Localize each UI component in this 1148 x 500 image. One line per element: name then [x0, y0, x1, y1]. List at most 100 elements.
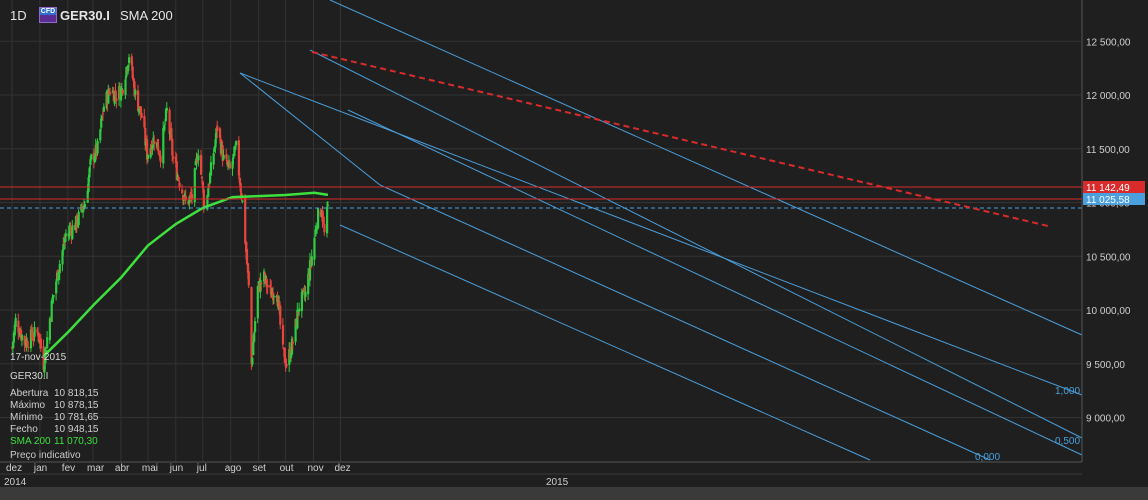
price-tick-label: 10 000,00 — [1086, 306, 1131, 317]
candle-body — [99, 129, 102, 141]
candle-body — [144, 128, 147, 145]
candle-body — [69, 228, 72, 230]
channel-line — [239, 72, 381, 186]
channel-line — [339, 224, 871, 461]
candle-body — [241, 200, 244, 202]
candle-body — [326, 207, 329, 234]
candle-body — [127, 65, 130, 72]
candle-body — [283, 348, 286, 363]
candle-body — [140, 113, 143, 118]
candle-body — [266, 285, 269, 288]
channel-level-label: 0,500 — [1055, 436, 1080, 447]
chart-grid — [0, 0, 1082, 462]
info-panel-symbol: GER30.I — [10, 371, 49, 382]
candle-body — [269, 284, 272, 288]
candle-body — [51, 297, 54, 304]
indicator-label[interactable]: SMA 200 — [120, 8, 173, 23]
candle-body — [77, 211, 80, 226]
candle-body — [208, 185, 211, 187]
candle-body — [164, 109, 168, 121]
candle-body — [253, 332, 256, 342]
month-tick-label: abr — [115, 463, 130, 474]
candle-body — [278, 301, 281, 308]
candle-body — [109, 92, 112, 95]
year-tick-label: 2015 — [546, 477, 569, 488]
candle-body — [162, 127, 165, 164]
candle-body — [120, 87, 123, 91]
candle-body — [225, 154, 228, 158]
candle-body — [256, 286, 259, 319]
candle-body — [159, 155, 162, 163]
candle-body — [182, 195, 185, 201]
candle-body — [75, 215, 78, 228]
candle-body — [46, 337, 49, 348]
price-tag-label: 11 142,49 — [1086, 183, 1130, 194]
channel-line — [347, 109, 1083, 456]
month-tick-label: jul — [196, 463, 207, 474]
month-tick-label: mai — [142, 463, 158, 474]
candle-body — [191, 194, 194, 199]
symbol-label[interactable]: GER30.I — [60, 8, 110, 23]
candle-body — [23, 335, 26, 345]
candle-body — [307, 273, 310, 295]
candle-body — [201, 181, 204, 189]
price-tick-label: 9 500,00 — [1086, 360, 1125, 371]
candle-body — [216, 125, 219, 132]
info-row-high: Máximo 10 878,15 — [10, 400, 99, 411]
candle-body — [26, 340, 29, 347]
candle-body — [251, 357, 254, 365]
candle-body — [43, 365, 46, 373]
candle-body — [174, 156, 177, 163]
candle-body — [194, 161, 197, 166]
candle-body — [232, 153, 235, 159]
channel-level-label: 0,000 — [975, 452, 1000, 463]
candle-body — [17, 320, 20, 333]
candle-body — [45, 350, 48, 352]
price-tick-label: 11 500,00 — [1086, 145, 1130, 156]
channel-line — [309, 49, 1083, 439]
candle-body — [64, 238, 67, 243]
month-tick-label: ago — [225, 463, 242, 474]
candle-body — [50, 300, 53, 322]
candle-body — [130, 56, 133, 65]
candle-body — [281, 325, 285, 345]
candle-body — [30, 327, 33, 338]
candle-body — [124, 79, 127, 96]
candle-body — [149, 148, 152, 158]
candle-body — [108, 91, 111, 93]
candle-body — [27, 346, 30, 348]
candle-body — [291, 341, 294, 344]
candle-body — [121, 89, 124, 94]
candle-body — [247, 271, 250, 286]
candle-body — [82, 209, 85, 213]
candle-body — [157, 150, 160, 155]
candle-body — [172, 156, 175, 159]
candle-body — [151, 146, 154, 150]
timeframe-label[interactable]: 1D — [10, 8, 27, 23]
candle-body — [252, 342, 255, 356]
candle-body — [181, 189, 184, 193]
candle-body — [89, 158, 92, 165]
candle-body — [300, 292, 303, 312]
candle-body — [11, 341, 15, 348]
time-axis[interactable]: dez jan fev mar abr mai jun jul ago set out nov dez2… — [0, 461, 1148, 500]
candle-body — [156, 139, 159, 151]
candle-body — [314, 229, 317, 237]
candle-body — [90, 154, 93, 160]
candle-body — [222, 154, 225, 160]
month-tick-label: set — [253, 463, 267, 474]
price-tick-label: 10 500,00 — [1086, 252, 1131, 263]
candle-body — [183, 193, 186, 197]
month-tick-label: fev — [62, 463, 75, 474]
candle-body — [304, 291, 307, 297]
candle-body — [139, 106, 142, 115]
candle-body — [31, 339, 34, 341]
channel-line — [329, 0, 1083, 336]
candle-body — [246, 263, 249, 273]
candle-body — [165, 108, 168, 111]
candle-body — [52, 295, 55, 298]
candle-body — [101, 116, 104, 120]
scrollbar-track — [0, 487, 1148, 500]
